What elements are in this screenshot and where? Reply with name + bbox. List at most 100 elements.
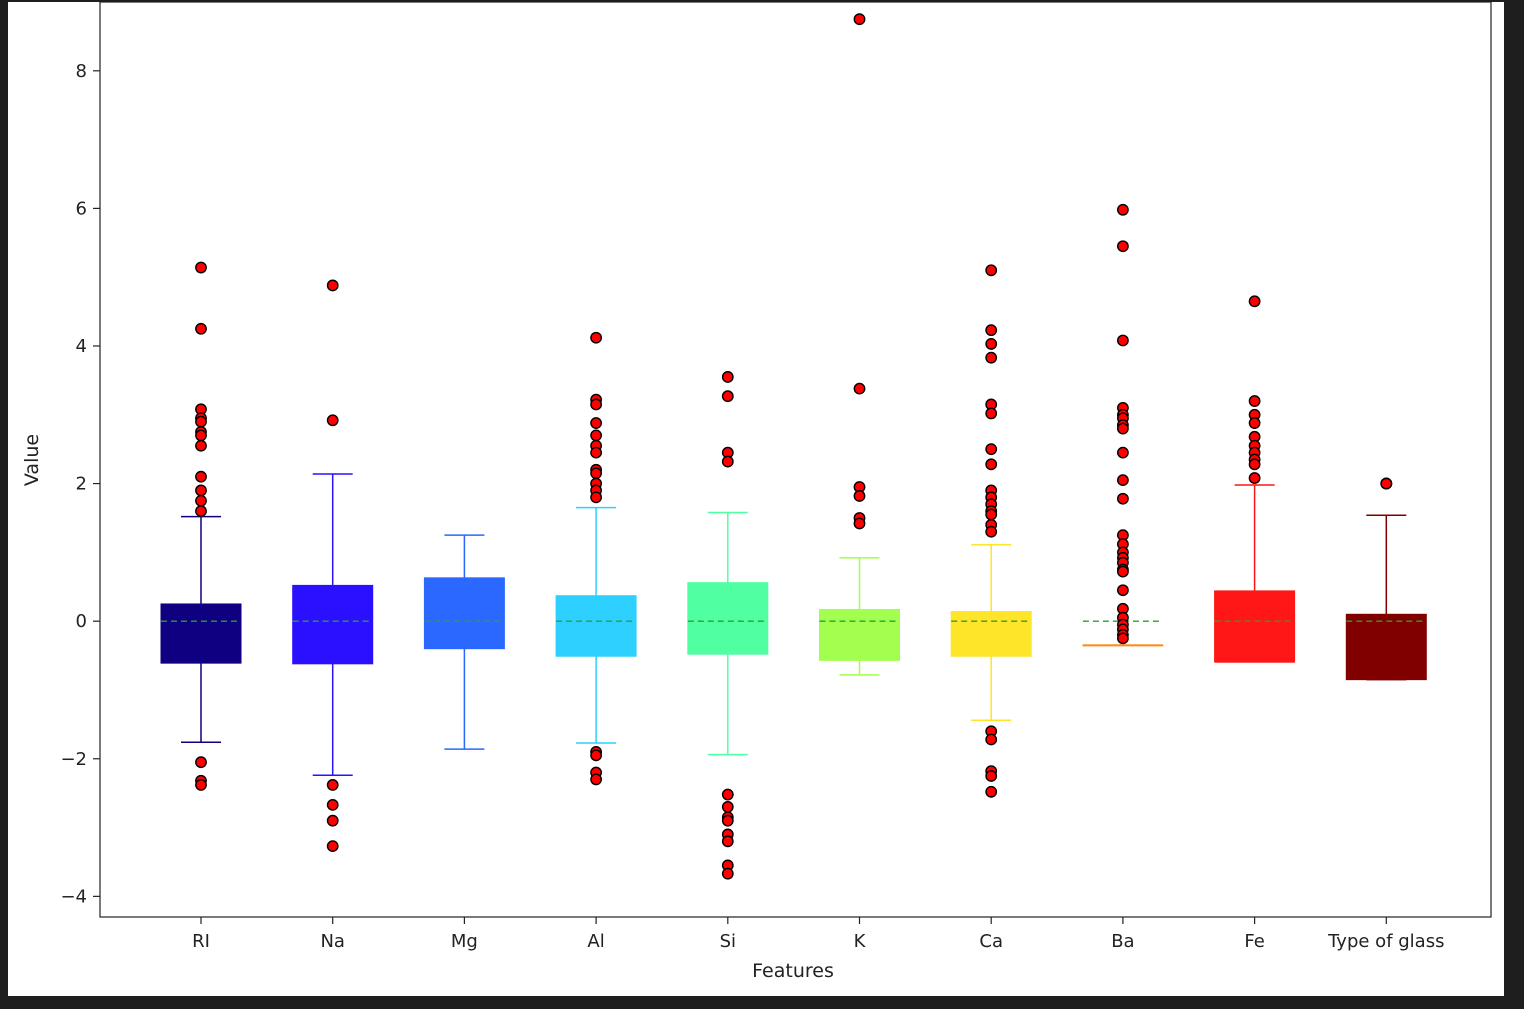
iqr-box (160, 603, 242, 664)
x-tick-label: Al (587, 931, 604, 952)
outlier-point (1248, 458, 1261, 471)
outlier-point (1380, 477, 1393, 490)
outlier-point (590, 773, 602, 786)
iqr-box (1345, 613, 1427, 681)
outlier-point (853, 382, 866, 395)
outlier-point (195, 484, 207, 497)
box-ri (160, 261, 242, 791)
y-axis-label: Value (21, 434, 43, 486)
outlier-point (985, 324, 998, 337)
y-tick-label: 6 (76, 198, 87, 219)
iqr-box (819, 608, 900, 661)
x-tick-label: Ca (979, 931, 1003, 952)
outlier-point (1117, 240, 1129, 253)
plot-frame (99, 2, 1492, 918)
outlier-point (195, 494, 207, 507)
outlier-point (326, 414, 339, 427)
outlier-point (195, 415, 207, 428)
x-tick-label: RI (192, 931, 210, 952)
box-na (292, 279, 374, 853)
box-type-of-glass (1345, 477, 1427, 681)
outlier-point (1117, 584, 1129, 597)
box-ca (950, 264, 1032, 798)
outlier-point (1248, 395, 1261, 407)
iqr-box (555, 595, 637, 657)
iqr-box (950, 611, 1032, 657)
outlier-point (1117, 565, 1129, 578)
outlier-point (985, 264, 998, 277)
outlier-point (985, 458, 998, 471)
outlier-point (1117, 334, 1129, 347)
x-tick-label: Mg (451, 931, 478, 952)
box-mg (423, 534, 505, 750)
outlier-point (721, 371, 734, 383)
x-axis-label: Features (752, 960, 834, 982)
box-ba (1082, 203, 1164, 647)
outlier-point (1117, 492, 1129, 505)
outlier-point (195, 505, 207, 517)
x-tick-label: Fe (1244, 931, 1264, 952)
plot-window: −4 −2 0 2 4 6 8 RI Na Mg Al Si K Ca Ba Fe Type of glass … (8, 2, 1504, 996)
outlier-point (195, 322, 207, 335)
y-tick-label: 4 (76, 336, 87, 357)
x-tick-label: K (854, 931, 867, 952)
outlier-point (1117, 446, 1129, 459)
box-si (687, 371, 769, 880)
outlier-point (1248, 295, 1261, 308)
outlier-point (590, 398, 602, 411)
outlier-point (195, 429, 207, 442)
outlier-point (326, 814, 339, 827)
outlier-point (853, 490, 866, 502)
outlier-point (1117, 474, 1129, 487)
iqr-box (687, 582, 769, 655)
outlier-point (721, 455, 734, 468)
y-tick-label: 2 (76, 474, 87, 495)
outlier-point (721, 390, 734, 403)
outlier-point (195, 756, 207, 769)
y-tick-label: −2 (60, 749, 87, 770)
outlier-point (721, 814, 734, 827)
outlier-point (985, 770, 998, 782)
box-k (819, 13, 900, 676)
iqr-box (1214, 590, 1296, 663)
outlier-point (590, 467, 602, 480)
box-fe (1214, 295, 1296, 663)
x-tick-label: Na (320, 931, 345, 952)
outlier-point (195, 439, 207, 452)
outlier-point (721, 867, 734, 880)
outlier-point (590, 446, 602, 459)
outlier-point (985, 351, 998, 364)
outlier-point (853, 13, 866, 26)
x-tick-label: Si (720, 931, 736, 952)
outlier-point (590, 491, 602, 504)
outlier-point (721, 801, 734, 813)
y-tick-label: −4 (60, 886, 87, 907)
outlier-point (1248, 417, 1261, 429)
iqr-box (423, 577, 505, 650)
outlier-point (326, 279, 339, 292)
outlier-point (1117, 422, 1129, 435)
outlier-point (985, 785, 998, 798)
outlier-point (590, 749, 602, 762)
outlier-point (985, 508, 998, 521)
outlier-point (721, 835, 734, 848)
outlier-point (985, 443, 998, 456)
outlier-point (1248, 472, 1261, 484)
outlier-point (590, 417, 602, 429)
outlier-point (590, 331, 602, 344)
outlier-point (1117, 203, 1129, 216)
outlier-point (853, 517, 866, 530)
y-tick-label: 8 (76, 61, 87, 82)
plot-background (100, 2, 1491, 917)
outlier-point (590, 429, 602, 442)
box-al (555, 331, 637, 786)
outlier-point (721, 788, 734, 801)
outlier-point (985, 407, 998, 420)
x-tick-label: Ba (1111, 931, 1134, 952)
outlier-point (195, 470, 207, 483)
y-tick-label: 0 (76, 611, 87, 632)
outlier-point (326, 798, 339, 811)
iqr-box (292, 584, 374, 665)
outlier-point (985, 525, 998, 538)
